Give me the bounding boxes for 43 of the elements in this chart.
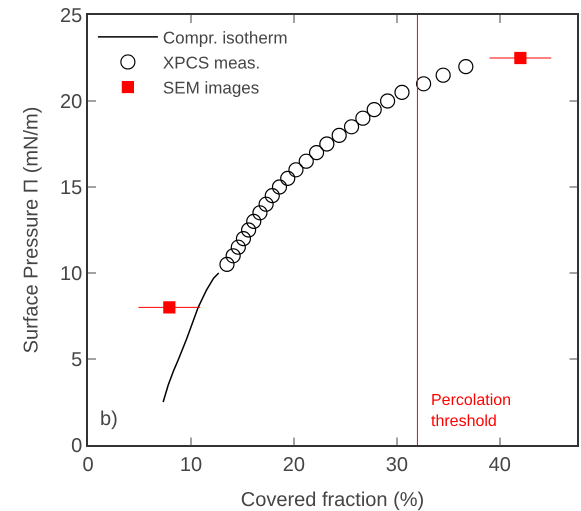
y-tick-label: 10 bbox=[60, 263, 82, 285]
point bbox=[219, 256, 235, 272]
point bbox=[380, 93, 396, 109]
y-tick-label: 25 bbox=[60, 5, 82, 27]
x-tick-label: 30 bbox=[386, 454, 408, 476]
point bbox=[355, 110, 370, 126]
point bbox=[264, 188, 280, 204]
point bbox=[458, 59, 474, 74]
point bbox=[319, 136, 334, 152]
point bbox=[288, 162, 304, 178]
x-tick-label: 10 bbox=[180, 454, 202, 476]
point bbox=[163, 301, 176, 314]
annotation: b) bbox=[100, 408, 118, 430]
point bbox=[436, 68, 451, 83]
point bbox=[230, 240, 246, 255]
point bbox=[308, 145, 324, 160]
y-tick-label: 15 bbox=[60, 177, 82, 199]
point bbox=[280, 170, 296, 186]
point bbox=[394, 84, 410, 100]
point bbox=[246, 214, 262, 229]
x-axis-title: Covered fraction (%) bbox=[240, 489, 424, 511]
legend-label: SEM images bbox=[162, 78, 260, 98]
point bbox=[236, 231, 252, 246]
ref-line-label: Percolation threshold bbox=[431, 392, 512, 430]
y-tick-label: 5 bbox=[71, 349, 82, 371]
point bbox=[241, 222, 256, 238]
point bbox=[258, 196, 274, 212]
point bbox=[344, 119, 360, 134]
point bbox=[366, 102, 382, 118]
legend-label: XPCS meas. bbox=[162, 54, 260, 73]
y-tick-label: 0 bbox=[71, 435, 82, 457]
x-tick-label: 20 bbox=[282, 454, 306, 476]
point bbox=[514, 52, 526, 64]
y-tick-label: 20 bbox=[60, 91, 82, 113]
point bbox=[332, 128, 347, 143]
y-axis-title: Surface Pressure Π (mN/m) bbox=[20, 106, 42, 354]
legend-label: Compr. isotherm bbox=[162, 28, 288, 48]
point bbox=[252, 205, 268, 220]
point bbox=[416, 76, 432, 92]
point bbox=[226, 248, 241, 264]
point bbox=[298, 154, 314, 169]
x-tick-label: 40 bbox=[488, 454, 511, 476]
point bbox=[272, 179, 288, 195]
